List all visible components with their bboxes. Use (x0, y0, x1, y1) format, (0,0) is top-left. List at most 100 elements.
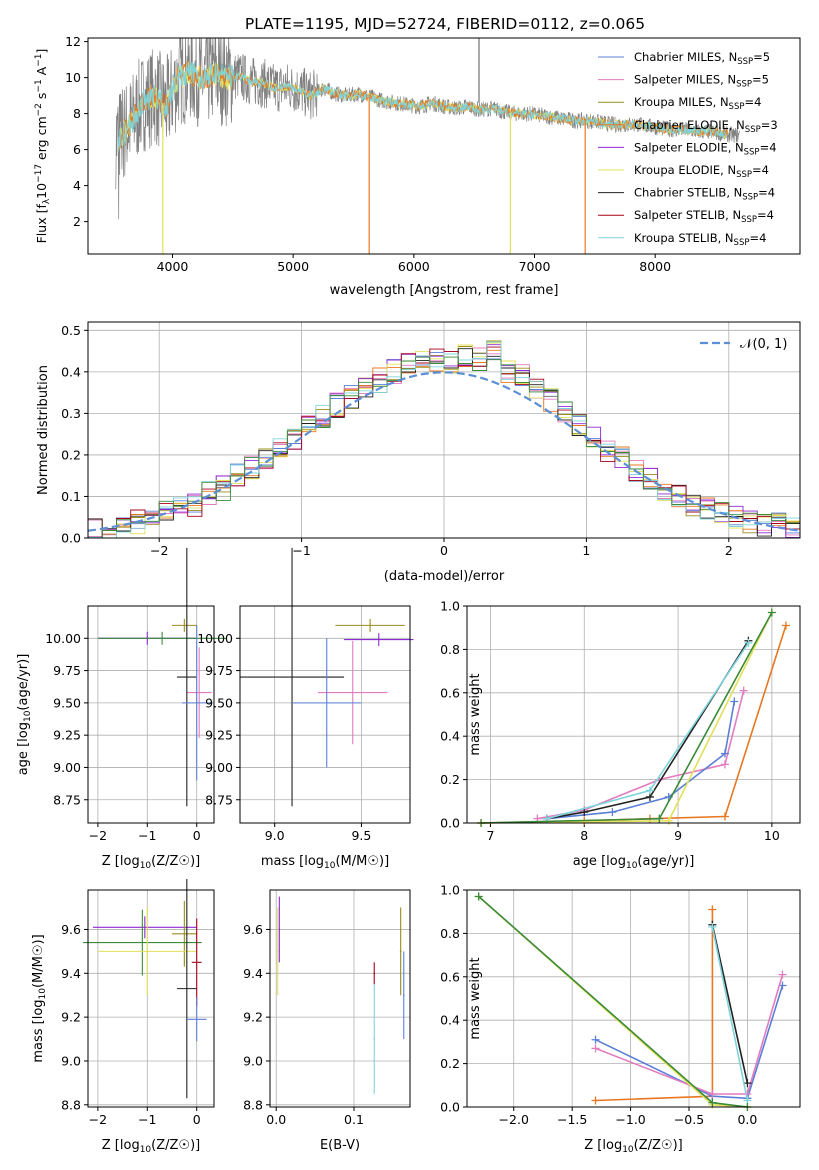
y-label-part: A (34, 66, 49, 79)
x-tick-label: −2 (150, 543, 168, 558)
y-tick-label: 0.2 (61, 447, 81, 462)
data-point (645, 786, 654, 795)
data-point (744, 638, 753, 647)
y-tick-label: 8 (73, 106, 81, 121)
legend-text: Salpeter ELODIE, N (634, 140, 744, 154)
label-part: mass [log (31, 999, 46, 1062)
legend-sub: SSP (745, 125, 761, 135)
legend-sub: SSP (736, 170, 752, 180)
y-tick-label: 9.25 (205, 728, 233, 743)
y-tick-label: 0.2 (440, 772, 460, 787)
legend-text: Salpeter STELIB, N (634, 208, 741, 222)
y-label-part: s (34, 93, 49, 104)
legend-nssp: =4 (758, 186, 775, 200)
legend-entry: Salpeter MILES, NSSP=5 (634, 73, 769, 90)
y-axis-label: mass [log10(M/M☉)] (31, 934, 48, 1062)
x-axis-label: E(B-V) (320, 1138, 360, 1153)
x-axis-label: Z [log10(Z/Z☉)] (584, 1138, 682, 1155)
series-line (546, 701, 736, 820)
y-tick-label: 8.75 (205, 792, 233, 807)
x-tick-label: −1.0 (615, 1112, 645, 1127)
legend-nssp: =4 (760, 140, 777, 154)
axes-frame (466, 605, 801, 824)
series-line (546, 640, 750, 820)
x-tick-label: 9 (674, 828, 682, 843)
x-tick-label: 0.0 (266, 1112, 286, 1127)
y-tick-label: 0.5 (61, 323, 81, 338)
axes-frame (87, 321, 801, 539)
plot-area (88, 340, 800, 538)
y-tick-label: 9.50 (205, 695, 233, 710)
legend-entry: Kroupa ELODIE, NSSP=4 (634, 163, 769, 180)
x-tick-label: 0 (193, 1112, 201, 1127)
legend-entry: Kroupa MILES, NSSP=4 (634, 95, 761, 112)
legend-text: Salpeter MILES, N (634, 73, 736, 87)
y-tick-label: 9.4 (243, 966, 263, 981)
x-tick-label: 4000 (157, 259, 189, 274)
y-label-part: λ (42, 198, 52, 204)
x-tick-label: −2.0 (499, 1112, 529, 1127)
label-part: (M/M☉)] (31, 934, 46, 988)
label-part: mass [log (261, 854, 324, 869)
data-point (655, 814, 664, 823)
x-axis-label: wavelength [Angstrom, rest frame] (330, 283, 559, 298)
label-sub: 10 (23, 710, 33, 722)
normal-curve (88, 371, 800, 532)
axes-frame (269, 889, 411, 1108)
y-tick-label: 1.0 (440, 599, 460, 614)
data-point (720, 812, 729, 821)
data-point (743, 1079, 752, 1088)
y-label-part: erg cm (34, 116, 49, 164)
legend-sub: SSP (737, 57, 753, 67)
series-line (595, 974, 784, 1095)
x-axis-label: Z [log10(Z/Z☉)] (102, 854, 200, 871)
label-part: Z [log (102, 1138, 140, 1153)
axes-frame (466, 889, 801, 1108)
x-tick-label: 1 (582, 543, 590, 558)
x-tick-label: 6000 (398, 259, 430, 274)
y-tick-label: 9.25 (53, 728, 81, 743)
legend-text: Kroupa STELIB, N (634, 231, 734, 245)
legend-entry: Chabrier MILES, NSSP=5 (634, 50, 770, 67)
x-axis-label: (data-model)/error (384, 569, 505, 584)
label-sub: 10 (622, 1145, 634, 1155)
label-sub: 10 (38, 988, 48, 1000)
weight-vs-z-panel: −2.0 −1.5 −1.0 −0.5 0.0 0.0 0.2 0.4 0.6 0.8 1.0 Z [… (440, 883, 801, 1155)
y-tick-label: 0.8 (440, 642, 460, 657)
series-line (478, 895, 748, 1108)
y-tick-label: 0.4 (440, 729, 460, 744)
x-tick-label: 8 (580, 828, 588, 843)
y-tick-label: 9.6 (243, 922, 263, 937)
x-tick-label: −0.5 (674, 1112, 704, 1127)
data-point (708, 922, 717, 931)
label-part: (Z/Z☉)] (634, 1138, 683, 1153)
y-tick-label: 12 (65, 34, 81, 49)
legend-sub: SSP (736, 80, 752, 90)
label-part: Z [log (102, 854, 140, 869)
histogram-series (88, 356, 800, 538)
series-line (481, 612, 773, 824)
label-sub: 10 (626, 861, 638, 871)
y-tick-label: 0.0 (61, 531, 81, 546)
y-tick-label: 0.6 (440, 685, 460, 700)
legend-entry: Chabrier STELIB, NSSP=4 (634, 186, 775, 203)
y-tick-label: 0.3 (61, 406, 81, 421)
legend-entry: Salpeter ELODIE, NSSP=4 (634, 140, 777, 157)
y-axis-label: age [log10(age/yr)] (16, 654, 33, 776)
y-tick-label: 8.8 (243, 1097, 263, 1112)
y-tick-label: 0.8 (440, 926, 460, 941)
axes-frame (87, 605, 215, 824)
y-tick-label: 0.4 (440, 1013, 460, 1028)
y-tick-label: 0.0 (440, 1100, 460, 1115)
legend-entry: Kroupa STELIB, NSSP=4 (634, 231, 766, 248)
y-tick-label: 4 (73, 178, 81, 193)
legend-text: Kroupa ELODIE, N (634, 163, 736, 177)
y-tick-label: 0.0 (440, 816, 460, 831)
data-point (591, 1044, 600, 1053)
series-line (546, 642, 750, 820)
x-tick-label: 9.0 (265, 828, 285, 843)
y-axis-label: mass weight (468, 673, 483, 755)
label-sub: 10 (324, 861, 336, 871)
